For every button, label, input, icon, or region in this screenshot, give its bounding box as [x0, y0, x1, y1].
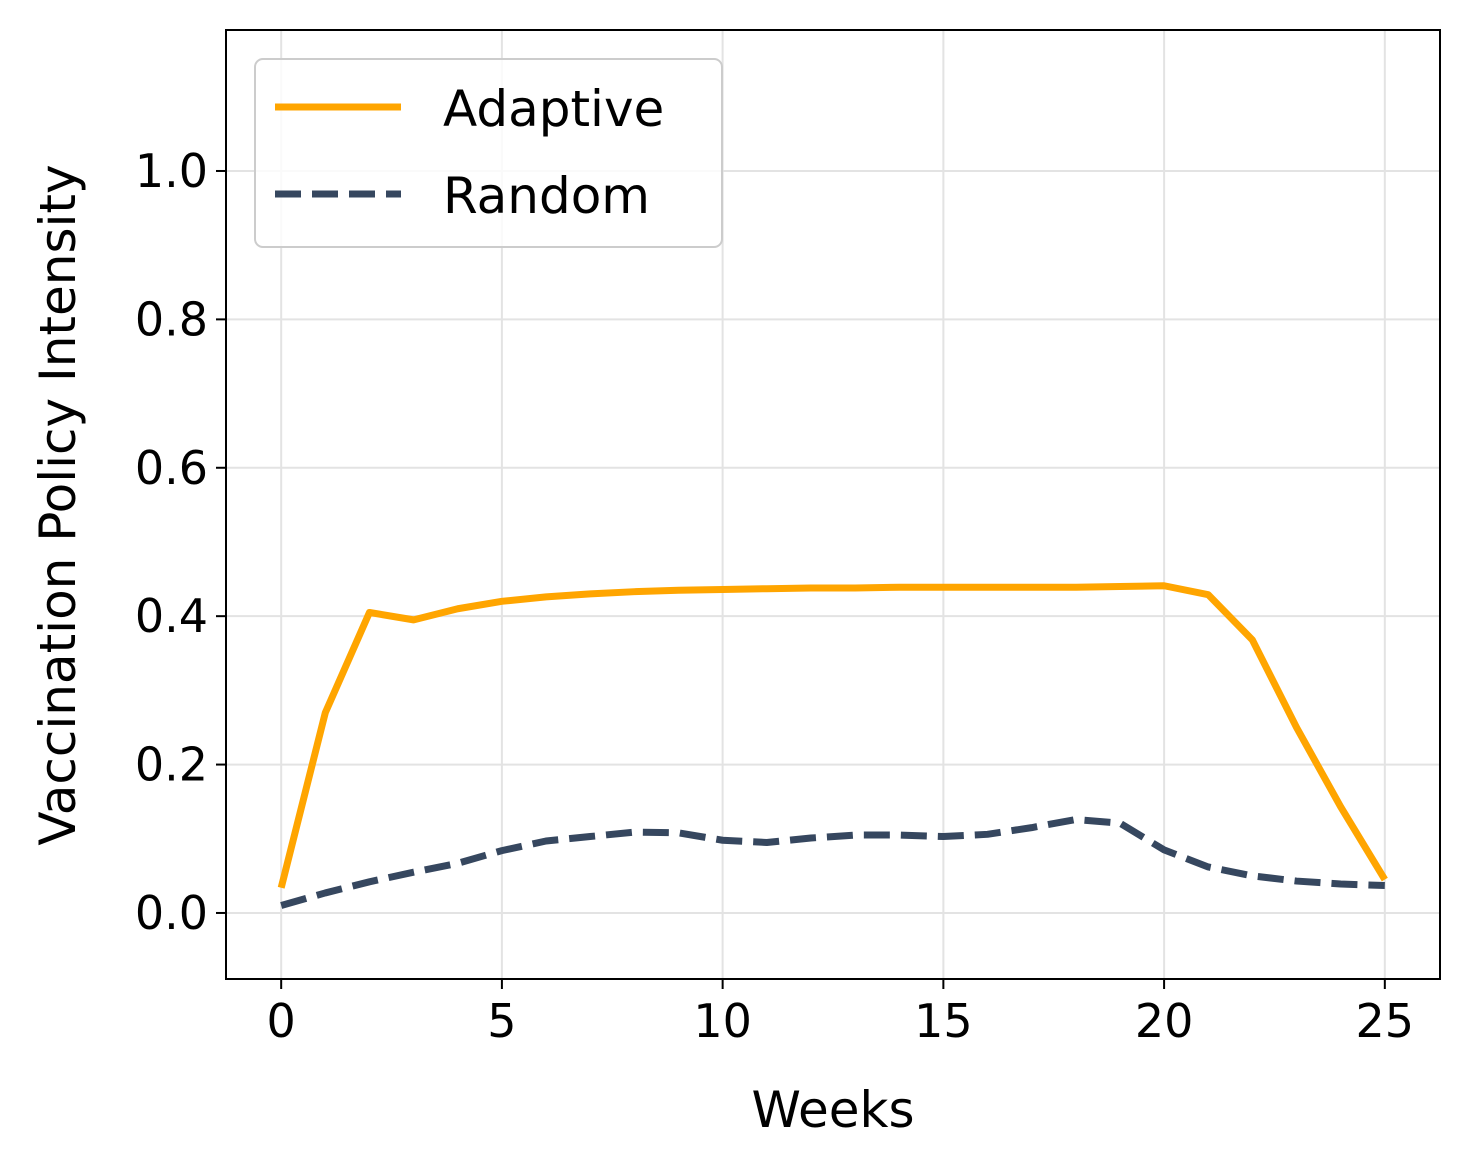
y-axis-label: Vaccination Policy Intensity — [29, 164, 87, 845]
series-lines — [277, 582, 1388, 909]
legend-label-random: Random — [443, 167, 650, 225]
x-tick-label: 10 — [693, 994, 752, 1048]
x-tick-label: 25 — [1356, 994, 1415, 1048]
plot-frame — [225, 29, 1441, 980]
legend-label-adaptive: Adaptive — [443, 80, 664, 138]
x-axis-label: Weeks — [751, 1081, 914, 1139]
y-tick-label: 0.4 — [135, 589, 208, 643]
y-tick-label: 0.6 — [135, 441, 208, 495]
series-line-random — [280, 815, 1385, 909]
legend: Adaptive Random — [254, 58, 723, 248]
x-tick-label: 0 — [267, 994, 296, 1048]
series-line-adaptive — [277, 582, 1388, 889]
x-tick-label: 5 — [487, 994, 516, 1048]
y-tick-label: 1.0 — [135, 144, 208, 198]
x-tick-label: 20 — [1135, 994, 1194, 1048]
y-tick-label: 0.8 — [135, 292, 208, 346]
y-tick-label: 0.2 — [135, 738, 208, 792]
ticks: 0 5 10 15 20 25 0.0 0.2 0.4 0.6 0.8 1.0 — [135, 144, 1414, 1048]
x-tick-label: 15 — [914, 994, 973, 1048]
y-tick-label: 0.0 — [135, 886, 208, 940]
